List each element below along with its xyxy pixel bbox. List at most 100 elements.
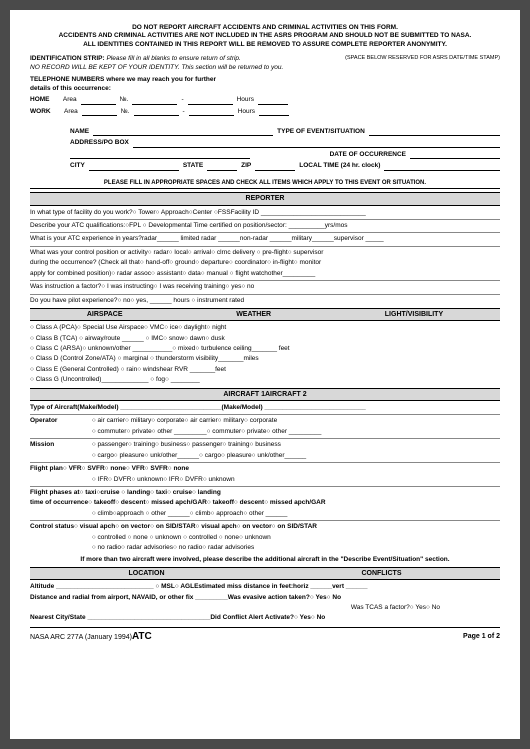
form-id: NASA ARC 277A (January 1994) <box>30 634 132 641</box>
telephone-heading: TELEPHONE NUMBERS where we may reach you… <box>30 76 230 93</box>
area-label: Area <box>63 96 77 104</box>
home-hours-input[interactable] <box>258 104 288 105</box>
home-phone-row: HOME Area №. - Hours <box>30 96 500 104</box>
warn-line-3: ALL IDENTITIES CONTAINED IN THIS REPORT … <box>30 41 500 49</box>
mission-row2[interactable]: ○ cargo○ pleasure○ unk/other______○ carg… <box>30 452 500 463</box>
atc-label: ATC <box>132 631 152 642</box>
weather-heading: WEATHER <box>236 310 271 319</box>
local-time-input[interactable] <box>384 170 500 171</box>
ctrl-vals2: ○ no radio○ radar advisories○ no radio○ … <box>92 544 254 551</box>
header-warnings: DO NOT REPORT AIRCRAFT ACCIDENTS AND CRI… <box>30 24 500 49</box>
control-status-row3[interactable]: ○ no radio○ radar advisories○ no radio○ … <box>30 544 500 552</box>
form-page: DO NOT REPORT AIRCRAFT ACCIDENTS AND CRI… <box>10 10 520 739</box>
operator-row2[interactable]: ○ commuter○ private○ other _________○ co… <box>30 428 500 439</box>
work-area-input[interactable] <box>82 115 117 116</box>
id-label: IDENTIFICATION STRIP: <box>30 55 105 62</box>
hours-label-2: Hours <box>238 108 255 116</box>
control-status-row[interactable]: Control status○ visual apch○ on vector○ … <box>30 523 500 531</box>
home-no-input-2[interactable] <box>188 104 233 105</box>
altitude-row[interactable]: Altitude ___________________________ ○ M… <box>30 583 500 591</box>
address-input[interactable] <box>133 147 500 148</box>
work-no-input-2[interactable] <box>189 115 234 116</box>
type-event-label: TYPE OF EVENT/SITUATION <box>277 128 365 136</box>
date-input[interactable] <box>410 158 500 159</box>
local-time-label: LOCAL TIME (24 hr. clock) <box>299 162 380 170</box>
flight-phase-row[interactable]: Flight phases at○ taxi○cruise ○ landing○… <box>30 489 500 497</box>
name-input[interactable] <box>93 135 273 136</box>
airspace-l4[interactable]: ○ Class D (Control Zone/ATA) ○ marginal … <box>30 355 500 363</box>
mission-label: Mission <box>30 441 90 449</box>
conflicts-heading: CONFLICTS <box>361 569 401 578</box>
reporter-q3[interactable]: What is your ATC experience in years?rad… <box>30 235 500 246</box>
date-label: DATE OF OCCURRENCE <box>330 151 406 159</box>
reporter-q6[interactable]: Do you have pilot experience?○ no○ yes, … <box>30 297 500 305</box>
no-label-2: №. <box>121 108 130 116</box>
date-row: DATE OF OCCURRENCE <box>70 151 500 159</box>
flight-plan-row2[interactable]: ○ IFR○ DVFR○ unknown○ IFR○ DVFR○ unknown <box>30 476 500 487</box>
address-input-2[interactable] <box>70 158 250 159</box>
address-row: ADDRESS/PO BOX <box>70 139 500 147</box>
section-airspace-weather: AIRSPACE WEATHER LIGHT/VISIBILITY <box>30 308 500 321</box>
operator-row[interactable]: Operator ○ air carrier○ military○ corpor… <box>30 417 500 425</box>
flight-phase-row3[interactable]: ○ climb○approach ○ other ______○ climb○ … <box>30 510 500 521</box>
warn-line-1: DO NOT REPORT AIRCRAFT ACCIDENTS AND CRI… <box>30 24 500 32</box>
reporter-q5[interactable]: Was instruction a factor?○ I was instruc… <box>30 283 500 294</box>
airspace-l5[interactable]: ○ Class E (General Controlled) ○ rain○ w… <box>30 366 500 374</box>
aircraft-type-text: Type of Aircraft(Make/Model) ___________… <box>30 404 366 411</box>
zip-input[interactable] <box>255 170 295 171</box>
footer-left: NASA ARC 277A (January 1994)ATC <box>30 630 152 643</box>
section-aircraft: AIRCRAFT 1AIRCRAFT 2 <box>30 388 500 401</box>
tcas-row[interactable]: Was TCAS a factor?○ Yes○ No <box>30 604 500 612</box>
fp-vals: ○ IFR○ DVFR○ unknown○ IFR○ DVFR○ unknown <box>92 476 235 483</box>
work-phone-row: WORK Area №. - Hours <box>30 108 500 116</box>
home-no-input[interactable] <box>132 104 177 105</box>
airspace-l1[interactable]: ○ Class A (PCA)○ Special Use Airspace○ V… <box>30 324 500 332</box>
page-number: Page 1 of 2 <box>463 632 500 641</box>
hours-label: Hours <box>237 96 254 104</box>
location-heading: LOCATION <box>128 569 164 578</box>
airspace-l3[interactable]: ○ Class C (ARSA)○ unknown/other ________… <box>30 345 500 353</box>
mission-row[interactable]: Mission ○ passenger○ training○ business○… <box>30 441 500 449</box>
state-label: STATE <box>183 162 203 170</box>
reporter-q1[interactable]: In what type of facility do you work?○ T… <box>30 209 500 220</box>
operator-vals2: ○ commuter○ private○ other _________○ co… <box>92 428 322 435</box>
reporter-q4b[interactable]: during the occurrence? (Check all that○ … <box>30 259 500 267</box>
work-no-input[interactable] <box>134 115 179 116</box>
mission-vals: ○ passenger○ training○ business○ passeng… <box>92 441 281 448</box>
reporter-q2[interactable]: Describe your ATC qualifications:○FPL ○ … <box>30 222 500 233</box>
no-label: №. <box>120 96 129 104</box>
reporter-q4a[interactable]: What was your control position or activi… <box>30 249 500 257</box>
footer: NASA ARC 277A (January 1994)ATC Page 1 o… <box>30 627 500 643</box>
zip-label: ZIP <box>241 162 251 170</box>
operator-label: Operator <box>30 417 90 425</box>
id-instr: Please fill in all blanks to ensure retu… <box>106 55 240 62</box>
control-status-row2[interactable]: ○ controlled ○ none ○ unknown ○ controll… <box>30 534 500 542</box>
warn-line-2: ACCIDENTS AND CRIMINAL ACTIVITIES ARE NO… <box>30 32 500 40</box>
home-area-input[interactable] <box>81 104 116 105</box>
flight-phase-row-2[interactable]: time of occurrence○ takeoff○ descent○ mi… <box>30 499 500 507</box>
section-location-conflicts: LOCATION CONFLICTS <box>30 567 500 580</box>
name-label: NAME <box>70 128 89 136</box>
city-input[interactable] <box>89 170 179 171</box>
id-strip-row: IDENTIFICATION STRIP: Please fill in all… <box>30 55 500 76</box>
name-row: NAME TYPE OF EVENT/SITUATION <box>70 128 500 136</box>
reporter-q4c[interactable]: apply for combined position)○ radar asso… <box>30 270 500 281</box>
work-label: WORK <box>30 108 51 116</box>
city-label: CITY <box>70 162 85 170</box>
type-event-input[interactable] <box>369 135 500 136</box>
id-strip: IDENTIFICATION STRIP: Please fill in all… <box>30 55 283 72</box>
ctrl-vals: ○ controlled ○ none ○ unknown ○ controll… <box>92 534 271 541</box>
work-hours-input[interactable] <box>259 115 289 116</box>
airspace-l2[interactable]: ○ Class B (TCA) ○ airway/route ______ ○ … <box>30 335 500 343</box>
nearest-city-row[interactable]: Nearest City/State _____________________… <box>30 614 500 622</box>
flight-plan-row[interactable]: Flight plan○ VFR○ SVFR○ none○ VFR○ SVFR○… <box>30 465 500 473</box>
section-reporter: REPORTER <box>30 192 500 205</box>
more-aircraft-note: If more than two aircraft were involved,… <box>30 556 500 564</box>
aircraft-type[interactable]: Type of Aircraft(Make/Model) ___________… <box>30 404 500 415</box>
state-input[interactable] <box>207 170 237 171</box>
light-heading: LIGHT/VISIBILITY <box>385 310 443 319</box>
home-label: HOME <box>30 96 50 104</box>
phase-vals: ○ climb○approach ○ other ______○ climb○ … <box>92 510 288 517</box>
airspace-l6[interactable]: ○ Class G (Uncontrolled)_____________ ○ … <box>30 376 500 384</box>
distance-row[interactable]: Distance and radial from airport, NAVAID… <box>30 594 500 602</box>
